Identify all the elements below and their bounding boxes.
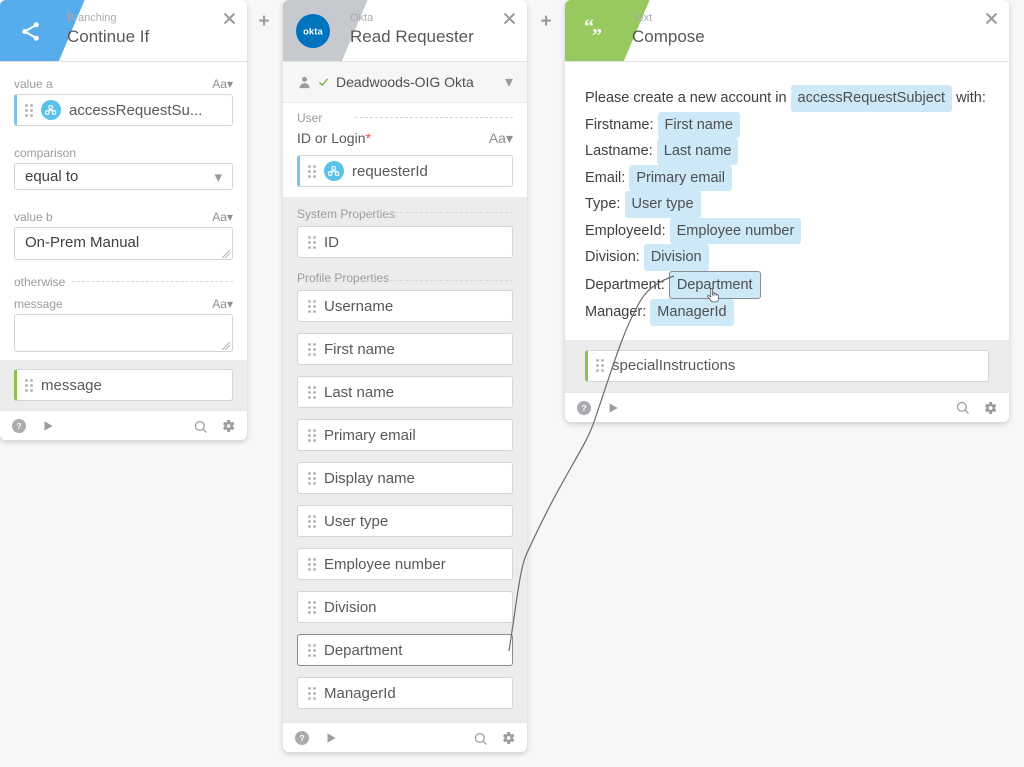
svg-text:?: ? xyxy=(581,403,586,413)
svg-text:okta: okta xyxy=(303,26,323,36)
svg-text:?: ? xyxy=(299,733,304,743)
svg-text:?: ? xyxy=(16,421,21,431)
